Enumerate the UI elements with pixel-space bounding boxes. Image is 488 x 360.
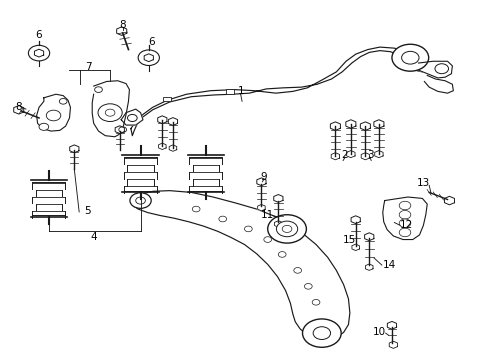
Circle shape — [302, 319, 341, 347]
Polygon shape — [373, 120, 383, 128]
Polygon shape — [115, 126, 124, 134]
Text: 9: 9 — [260, 172, 266, 182]
Polygon shape — [388, 341, 397, 348]
Text: 14: 14 — [382, 260, 395, 270]
Polygon shape — [346, 150, 354, 158]
Circle shape — [98, 104, 122, 122]
Circle shape — [127, 114, 137, 122]
Text: 12: 12 — [399, 220, 412, 230]
Polygon shape — [382, 197, 427, 239]
Circle shape — [391, 44, 428, 71]
Circle shape — [130, 193, 151, 208]
Circle shape — [278, 252, 285, 257]
Circle shape — [39, 123, 49, 130]
Polygon shape — [350, 216, 360, 224]
Polygon shape — [169, 145, 176, 151]
Circle shape — [264, 237, 271, 242]
Text: 13: 13 — [416, 178, 429, 188]
Polygon shape — [158, 143, 166, 149]
Polygon shape — [365, 264, 372, 270]
Circle shape — [434, 64, 447, 74]
Text: 4: 4 — [90, 232, 97, 242]
Circle shape — [219, 216, 226, 222]
Polygon shape — [144, 54, 153, 62]
Polygon shape — [37, 94, 70, 131]
Text: 8: 8 — [119, 20, 126, 30]
Circle shape — [46, 110, 61, 121]
Text: 6: 6 — [148, 37, 155, 47]
Text: 1: 1 — [237, 86, 244, 96]
Text: 6: 6 — [36, 30, 42, 40]
Polygon shape — [274, 221, 282, 227]
Polygon shape — [360, 122, 369, 130]
Polygon shape — [330, 122, 340, 130]
Polygon shape — [273, 194, 283, 202]
Bar — [225, 89, 233, 94]
Polygon shape — [256, 178, 265, 186]
Polygon shape — [92, 81, 129, 137]
Circle shape — [311, 300, 319, 305]
Polygon shape — [330, 153, 339, 160]
Circle shape — [95, 87, 102, 93]
Polygon shape — [351, 244, 359, 251]
Circle shape — [398, 228, 410, 237]
Polygon shape — [364, 233, 373, 240]
Polygon shape — [34, 49, 43, 57]
Circle shape — [59, 99, 67, 104]
Text: 5: 5 — [84, 206, 90, 216]
Polygon shape — [257, 204, 264, 211]
Circle shape — [267, 215, 306, 243]
Polygon shape — [117, 27, 126, 35]
Circle shape — [192, 206, 200, 212]
Text: 7: 7 — [85, 62, 92, 72]
Polygon shape — [131, 47, 423, 136]
Polygon shape — [418, 61, 451, 78]
Bar — [163, 97, 171, 101]
Circle shape — [119, 127, 126, 132]
Polygon shape — [374, 150, 382, 158]
Text: 15: 15 — [343, 235, 356, 244]
Polygon shape — [168, 118, 177, 125]
Text: 2: 2 — [341, 150, 347, 160]
Text: 3: 3 — [366, 150, 373, 160]
Polygon shape — [424, 76, 452, 93]
Polygon shape — [121, 109, 142, 125]
Polygon shape — [386, 321, 396, 329]
Polygon shape — [158, 116, 166, 123]
Polygon shape — [345, 120, 355, 128]
Text: 10: 10 — [371, 327, 385, 337]
Circle shape — [398, 219, 410, 228]
Polygon shape — [70, 145, 79, 153]
Circle shape — [304, 283, 311, 289]
Circle shape — [398, 201, 410, 210]
Text: 11: 11 — [261, 211, 274, 220]
Polygon shape — [361, 153, 369, 160]
Polygon shape — [131, 191, 349, 340]
Polygon shape — [14, 105, 24, 114]
Circle shape — [398, 211, 410, 219]
Circle shape — [293, 267, 301, 273]
Text: 8: 8 — [15, 102, 21, 112]
Polygon shape — [444, 196, 453, 205]
Circle shape — [276, 221, 297, 237]
Circle shape — [244, 226, 252, 232]
